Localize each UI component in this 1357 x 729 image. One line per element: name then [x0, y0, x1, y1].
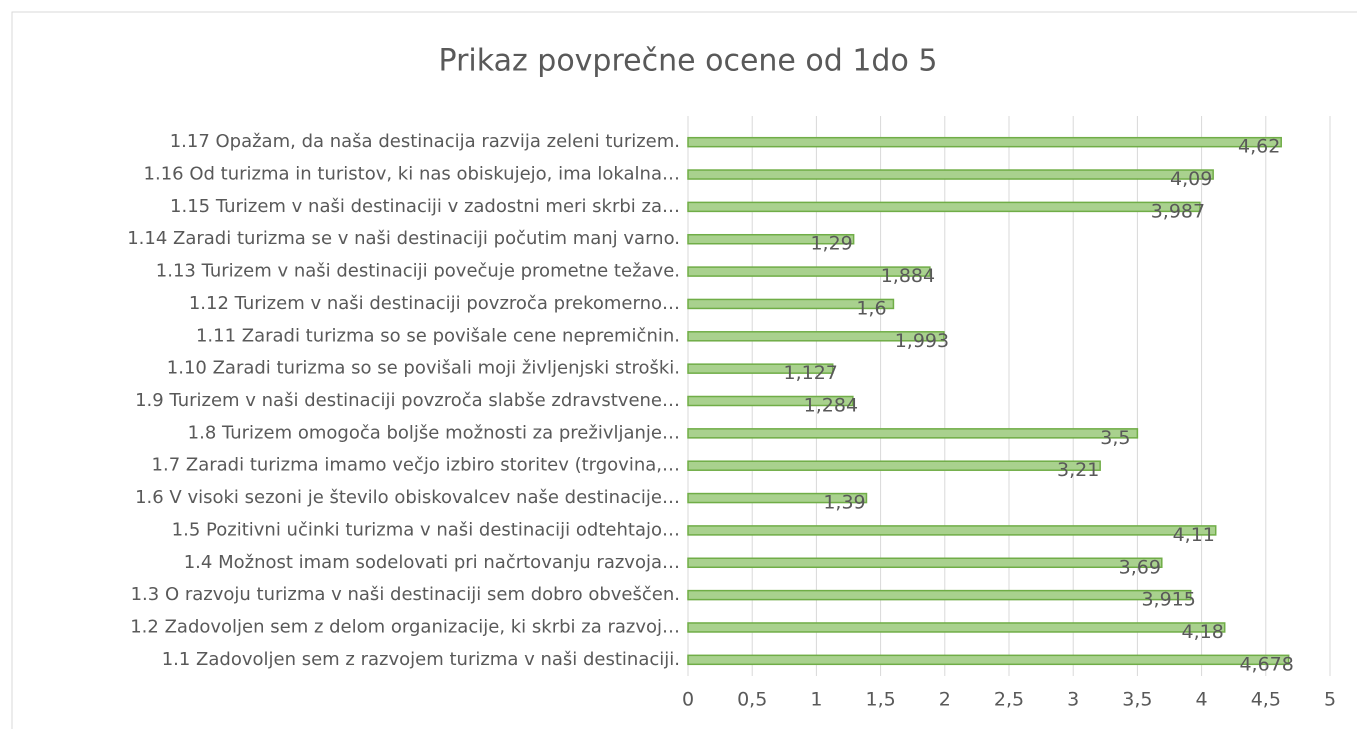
- x-tick-label: 0: [682, 689, 694, 711]
- chart-frame: [11, 11, 1357, 729]
- y-tick-label: 1.14 Zaradi turizma se v naši destinacij…: [127, 228, 680, 249]
- y-tick-label: 1.15 Turizem v naši destinaciji v zadost…: [170, 196, 680, 217]
- x-tick-label: 5: [1324, 689, 1336, 711]
- bar: [687, 622, 1226, 633]
- value-label: 3,915: [1141, 589, 1195, 611]
- x-tick-label: 1: [810, 689, 822, 711]
- value-label: 1,884: [881, 265, 935, 287]
- y-tick-label: 1.6 V visoki sezoni je število obiskoval…: [135, 487, 680, 508]
- y-tick-label: 1.1 Zadovoljen sem z razvojem turizma v …: [162, 649, 680, 670]
- bar: [687, 169, 1214, 180]
- bar: [687, 266, 931, 277]
- value-label: 4,09: [1170, 168, 1212, 190]
- y-tick-label: 1.4 Možnost imam sodelovati pri načrtova…: [184, 552, 680, 573]
- y-tick-label: 1.13 Turizem v naši destinaciji povečuje…: [156, 261, 680, 282]
- value-label: 4,62: [1238, 136, 1280, 158]
- x-tick-label: 2,5: [994, 689, 1024, 711]
- bar: [687, 654, 1290, 666]
- value-label: 1,39: [823, 492, 865, 514]
- y-tick-label: 1.5 Pozitivni učinki turizma v naši dest…: [172, 519, 680, 540]
- bar: [687, 233, 855, 245]
- bar: [687, 136, 1282, 148]
- bar: [687, 331, 945, 342]
- bar: [687, 525, 1217, 536]
- value-label: 4,18: [1182, 621, 1224, 643]
- y-tick-label: 1.17 Opažam, da naša destinacija razvija…: [170, 131, 680, 152]
- value-label: 1,29: [810, 233, 852, 255]
- value-label: 1,993: [895, 330, 949, 352]
- y-tick-label: 1.8 Turizem omogoča boljše možnosti za p…: [188, 422, 680, 443]
- y-tick-label: 1.10 Zaradi turizma so se povišali moji …: [167, 358, 680, 379]
- y-tick-label: 1.16 Od turizma in turistov, ki nas obis…: [144, 164, 680, 185]
- value-label: 3,987: [1151, 200, 1205, 222]
- value-label: 4,678: [1239, 653, 1293, 675]
- value-label: 3,5: [1100, 427, 1130, 449]
- x-tick-label: 1,5: [865, 689, 895, 711]
- x-tick-label: 4: [1196, 689, 1208, 711]
- bar: [687, 492, 868, 504]
- x-tick-label: 2: [939, 689, 951, 711]
- value-label: 4,11: [1173, 524, 1215, 546]
- y-tick-label: 1.3 O razvoju turizma v naši destinaciji…: [131, 584, 680, 605]
- value-label: 1,284: [804, 395, 858, 417]
- value-label: 3,21: [1057, 459, 1099, 481]
- x-tick-label: 0,5: [737, 689, 767, 711]
- x-tick-label: 3: [1067, 689, 1079, 711]
- y-tick-label: 1.12 Turizem v naši destinaciji povzroča…: [189, 293, 680, 314]
- bar: [687, 363, 834, 374]
- chart-title: Prikaz povprečne ocene od 1do 5: [439, 44, 938, 79]
- y-tick-label: 1.9 Turizem v naši destinaciji povzroča …: [135, 390, 680, 411]
- bar: [687, 428, 1139, 439]
- value-label: 1,127: [784, 362, 838, 384]
- bar: [687, 460, 1101, 471]
- x-tick-label: 3,5: [1122, 689, 1152, 711]
- y-tick-label: 1.11 Zaradi turizma so se povišale cene …: [196, 325, 680, 346]
- x-tick-label: 4,5: [1251, 689, 1281, 711]
- bar: [687, 395, 854, 407]
- y-tick-label: 1.2 Zadovoljen sem z delom organizacije,…: [130, 616, 680, 637]
- value-label: 3,69: [1119, 556, 1161, 578]
- bar: [687, 557, 1163, 569]
- bar: [687, 298, 895, 310]
- value-label: 1,6: [856, 297, 886, 319]
- bar: [687, 201, 1201, 213]
- bar: [687, 589, 1192, 601]
- y-tick-label: 1.7 Zaradi turizma imamo večjo izbiro st…: [152, 455, 680, 476]
